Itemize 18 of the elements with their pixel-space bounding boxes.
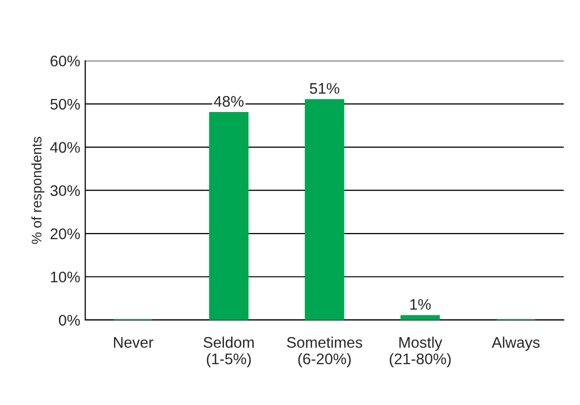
data-label: 48% <box>214 96 244 107</box>
data-label: 1% <box>410 299 431 310</box>
data-label: 51% <box>310 83 340 94</box>
bar <box>209 112 249 320</box>
y-tick-label: 30% <box>50 185 80 196</box>
y-tick-label: 20% <box>50 228 80 240</box>
y-tick-label: 60% <box>50 56 80 66</box>
y-tick-label: 50% <box>50 98 80 110</box>
x-tick-label: Always <box>492 336 540 351</box>
y-tick-label: 0% <box>58 314 80 326</box>
y-tick-label: 10% <box>50 272 80 282</box>
bar <box>400 315 440 320</box>
y-axis-title: % of respondents <box>31 136 44 244</box>
x-tick-label: Mostly (21-80%) <box>390 336 451 368</box>
x-tick-label: Sometimes (6-20%) <box>287 336 362 368</box>
y-tick-label: 40% <box>50 142 80 153</box>
x-tick-label: Never <box>114 337 154 348</box>
x-tick-label: Seldom (1-5%) <box>204 336 254 368</box>
